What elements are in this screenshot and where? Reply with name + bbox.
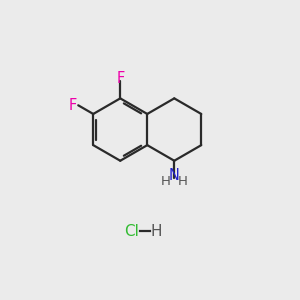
Text: H: H: [160, 175, 170, 188]
Text: N: N: [169, 168, 180, 183]
Text: Cl: Cl: [124, 224, 139, 239]
Text: F: F: [116, 71, 124, 86]
Text: H: H: [178, 175, 188, 188]
Text: H: H: [151, 224, 162, 239]
Text: F: F: [69, 98, 77, 113]
